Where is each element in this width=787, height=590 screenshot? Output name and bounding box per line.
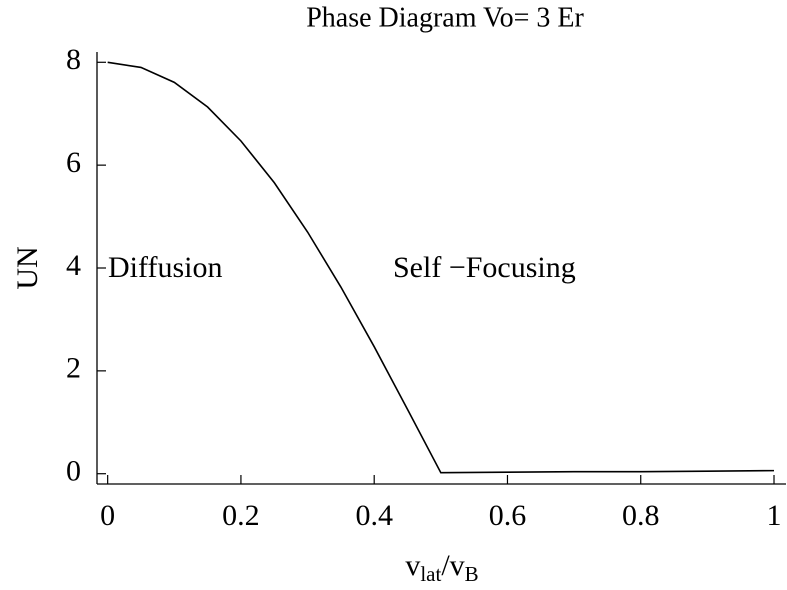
line-series: [107, 61, 775, 474]
x-tick-label: 0.4: [355, 499, 393, 532]
y-axis-label: UN: [11, 246, 44, 289]
y-tick-label: 2: [66, 352, 81, 385]
x-label-part: /v: [441, 549, 464, 582]
annotation: Self −Focusing: [393, 251, 576, 284]
annotation: Diffusion: [108, 251, 222, 284]
x-label-part: v: [405, 549, 420, 582]
x-label-sub: lat: [420, 562, 441, 586]
y-tick-label: 4: [66, 249, 81, 282]
x-tick-label: 1: [767, 499, 782, 532]
y-tick-label: 6: [66, 146, 81, 179]
x-tick-label: 0.6: [489, 499, 527, 532]
x-tick-label: 0: [100, 499, 115, 532]
x-tick-label: 0.2: [222, 499, 260, 532]
chart-title: Phase Diagram Vo= 3 Er: [306, 2, 584, 33]
x-tick-label: 0.8: [622, 499, 660, 532]
y-tick-label: 8: [66, 43, 81, 76]
x-label-sub: B: [465, 562, 479, 586]
y-tick-label: 0: [66, 455, 81, 488]
x-axis-label: vlat/vB: [405, 549, 478, 586]
